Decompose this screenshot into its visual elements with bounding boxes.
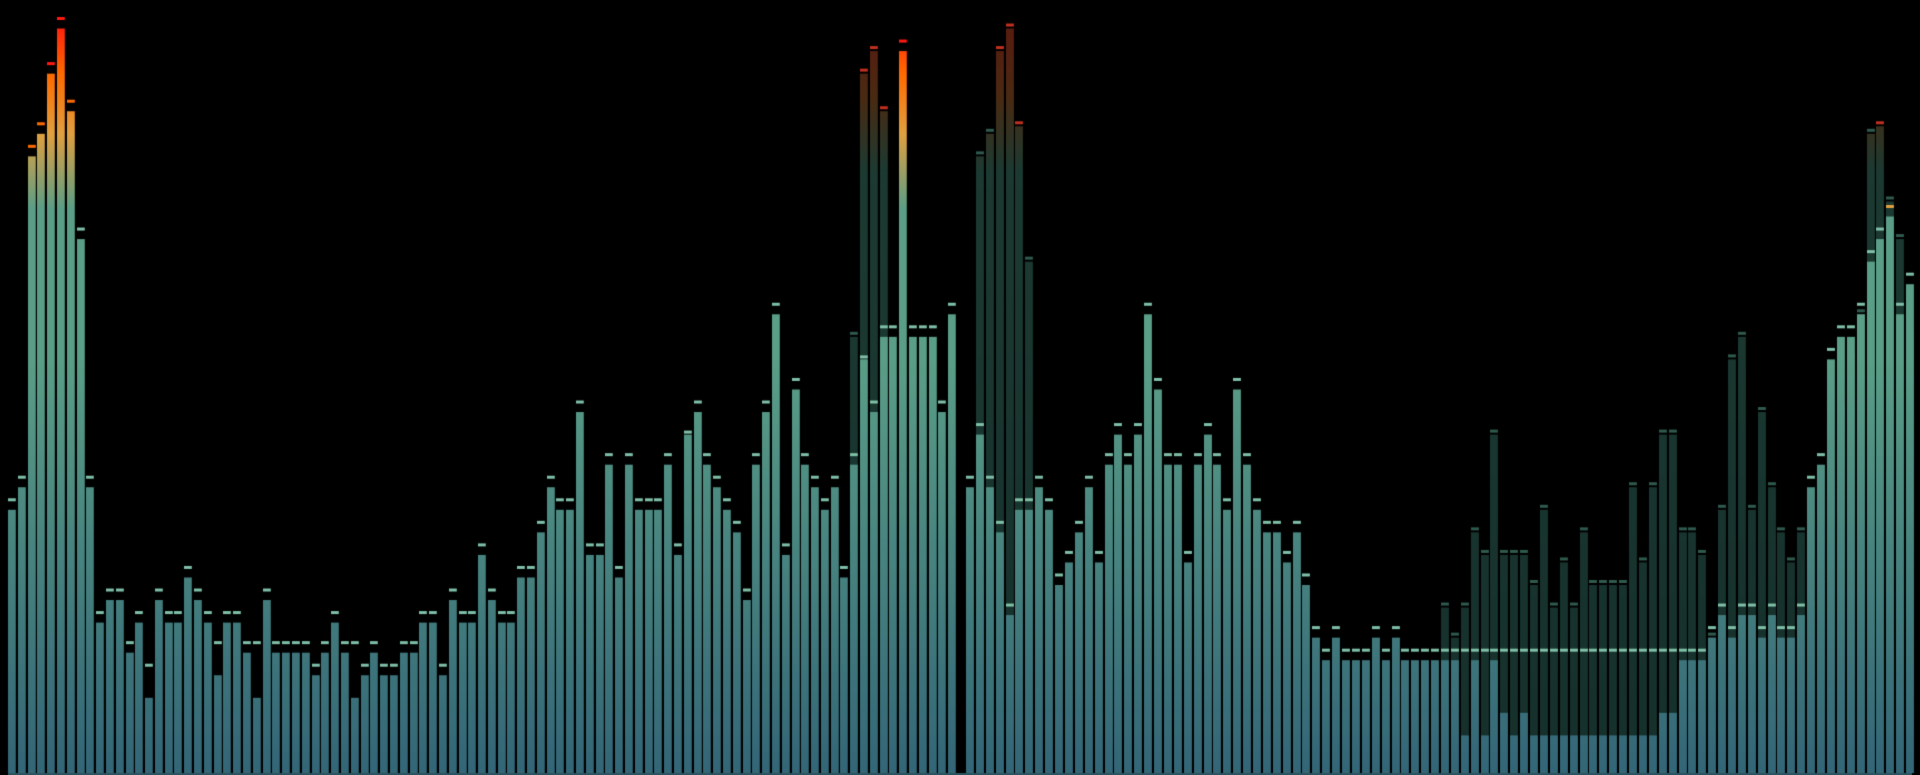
- spectrum-visualizer: [0, 0, 1920, 775]
